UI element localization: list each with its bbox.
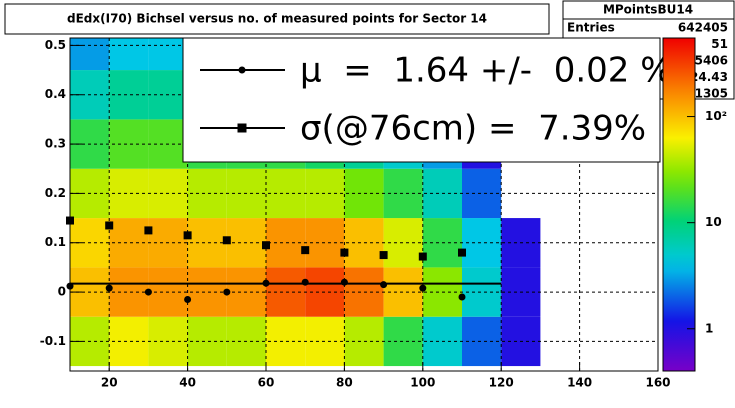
title-box xyxy=(4,3,550,35)
stats-value: 24.43 xyxy=(690,70,728,84)
heat-cell xyxy=(109,119,149,169)
marker-square xyxy=(105,221,114,230)
legend-box xyxy=(182,37,661,163)
marker-square xyxy=(340,248,349,257)
stats-value: 642405 xyxy=(678,21,728,35)
chart-title: dEdx(I70) Bichsel versus no. of measured… xyxy=(67,12,487,26)
stats-value: 51 xyxy=(711,37,728,51)
marker-circle xyxy=(184,295,192,303)
marker-square xyxy=(418,252,427,261)
marker-circle xyxy=(458,293,466,301)
heat-cell xyxy=(109,218,149,268)
y-tick-label: 0.4 xyxy=(45,87,66,101)
x-tick-label: 100 xyxy=(410,376,435,390)
marker-square xyxy=(183,231,192,240)
colorbar-tick-label: 10² xyxy=(705,109,727,123)
marker-square xyxy=(144,226,153,235)
marker-square xyxy=(379,251,388,260)
heat-cell xyxy=(109,316,149,367)
heat-cell xyxy=(109,267,149,317)
marker-circle xyxy=(105,284,113,292)
heat-cell xyxy=(109,168,149,219)
legend-label: σ(@76cm) = 7.39% xyxy=(300,109,646,149)
heat-cell xyxy=(109,38,149,71)
x-tick-label: 160 xyxy=(645,376,670,390)
marker-square xyxy=(222,236,231,245)
y-tick-label: 0.2 xyxy=(45,186,66,200)
marker-circle xyxy=(340,278,348,286)
colorbar xyxy=(662,37,696,372)
marker-square xyxy=(458,248,466,257)
heat-cell xyxy=(70,38,110,71)
heat-cell xyxy=(148,38,188,71)
y-tick-label: -0.1 xyxy=(40,334,66,348)
marker-circle xyxy=(66,282,74,290)
heat-cell xyxy=(109,70,149,120)
marker-square xyxy=(301,246,310,255)
x-tick-label: 40 xyxy=(179,376,196,390)
y-tick-label: 0.1 xyxy=(45,235,66,249)
x-tick-label: 20 xyxy=(101,376,118,390)
marker-circle xyxy=(262,279,270,287)
x-tick-label: 120 xyxy=(489,376,514,390)
x-tick-label: 80 xyxy=(336,376,353,390)
marker-circle xyxy=(238,66,246,74)
colorbar-tick-label: 10 xyxy=(705,215,722,229)
y-tick-label: 0 xyxy=(58,285,66,299)
marker-square xyxy=(237,123,247,133)
y-tick-label: 0.5 xyxy=(45,38,66,52)
marker-circle xyxy=(301,278,309,286)
marker-circle xyxy=(144,288,152,296)
legend-label: μ = 1.64 +/- 0.02 % xyxy=(300,51,673,91)
colorbar-tick-label: 1 xyxy=(705,321,713,335)
marker-circle xyxy=(419,284,427,292)
marker-circle xyxy=(380,281,388,289)
x-tick-label: 60 xyxy=(258,376,275,390)
marker-square xyxy=(262,241,270,250)
stats-label: Entries xyxy=(567,21,615,35)
y-tick-label: 0.3 xyxy=(45,137,66,151)
stats-title: MPointsBU14 xyxy=(603,3,693,17)
marker-square xyxy=(66,216,74,225)
marker-circle xyxy=(223,288,231,296)
x-tick-label: 140 xyxy=(567,376,592,390)
